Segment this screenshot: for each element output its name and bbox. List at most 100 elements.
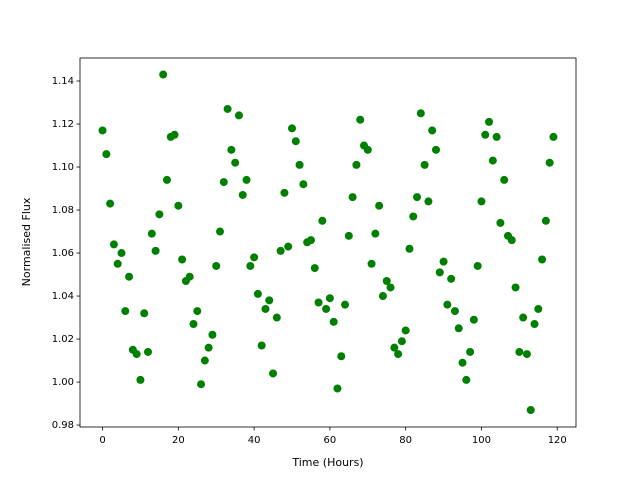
point (113, 259, 122, 268)
point (447, 274, 456, 283)
point (136, 375, 145, 384)
point (250, 253, 259, 262)
point (208, 330, 217, 339)
point (276, 246, 285, 255)
point (526, 406, 535, 415)
point (492, 132, 501, 141)
point (371, 229, 380, 238)
point (269, 369, 278, 378)
point (204, 343, 213, 352)
point (450, 307, 459, 316)
point (386, 283, 395, 292)
point (98, 126, 107, 135)
y-tick-label: 1.02 (52, 334, 74, 345)
point (333, 384, 342, 393)
x-tick-label: 20 (172, 435, 185, 446)
point (257, 341, 266, 350)
point (223, 104, 232, 113)
y-tick-label: 1.00 (52, 377, 74, 388)
point (197, 380, 206, 389)
point (295, 160, 304, 169)
point (549, 132, 558, 141)
y-axis-label: Normalised Flux (20, 197, 33, 286)
point (485, 117, 494, 126)
point (185, 272, 194, 281)
y-tick-label: 1.04 (52, 291, 74, 302)
point (413, 193, 422, 202)
x-tick-label: 0 (99, 435, 105, 446)
point (511, 283, 520, 292)
point (253, 289, 262, 298)
point (481, 130, 490, 139)
point (310, 264, 319, 273)
point (382, 276, 391, 285)
point (272, 313, 281, 322)
point (363, 145, 372, 154)
x-tick-label: 80 (399, 435, 412, 446)
point (375, 201, 384, 210)
point (314, 298, 323, 307)
point (545, 158, 554, 167)
point (530, 319, 539, 328)
point (238, 190, 247, 199)
point (212, 261, 221, 270)
point (435, 268, 444, 277)
point (318, 216, 327, 225)
point (469, 315, 478, 324)
point (322, 304, 331, 313)
point (378, 292, 387, 301)
point (390, 343, 399, 352)
point (507, 236, 516, 245)
point (488, 156, 497, 165)
point (329, 317, 338, 326)
point (121, 307, 130, 316)
point (159, 70, 168, 79)
point (344, 231, 353, 240)
point (280, 188, 289, 197)
point (284, 242, 293, 251)
point (132, 350, 141, 359)
y-tick-label: 1.12 (52, 119, 74, 130)
point (416, 109, 425, 118)
point (170, 130, 179, 139)
point (231, 158, 240, 167)
point (466, 347, 475, 356)
point (348, 193, 357, 202)
point (261, 304, 270, 313)
point (409, 212, 418, 221)
point (500, 175, 509, 184)
point (420, 160, 429, 169)
point (144, 347, 153, 356)
point (458, 358, 467, 367)
point (522, 350, 531, 359)
point (397, 337, 406, 346)
point (477, 197, 486, 206)
point (431, 145, 440, 154)
point (178, 255, 187, 264)
point (496, 218, 505, 227)
axes-frame (79, 57, 577, 428)
point (538, 255, 547, 264)
point (325, 294, 334, 303)
point (106, 199, 115, 208)
point (454, 324, 463, 333)
point (291, 137, 300, 146)
point (428, 126, 437, 135)
point (102, 150, 111, 159)
y-tick-label: 1.10 (52, 162, 74, 173)
x-tick-label: 60 (324, 435, 337, 446)
point (234, 111, 243, 120)
point (125, 272, 134, 281)
point (367, 259, 376, 268)
point (189, 319, 198, 328)
point (341, 300, 350, 309)
y-tick-label: 1.14 (52, 76, 74, 87)
y-tick-label: 1.06 (52, 248, 74, 259)
x-tick-label: 120 (548, 435, 567, 446)
point (352, 160, 361, 169)
point (337, 352, 346, 361)
point (515, 347, 524, 356)
point (151, 246, 160, 255)
